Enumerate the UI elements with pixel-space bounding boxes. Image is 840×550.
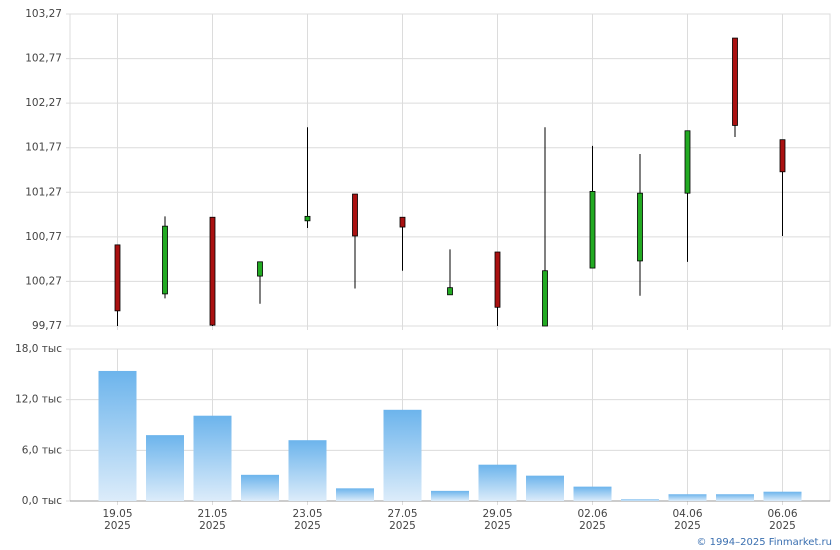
x-tick-sublabel: 2025 (389, 520, 416, 532)
y-tick-label: 102,77 (25, 53, 62, 65)
candle-body (162, 225, 168, 295)
x-tick-sublabel: 2025 (674, 520, 701, 532)
bar (573, 486, 612, 501)
y-tick-label: 6,0 тыс (22, 444, 62, 456)
candle-body (542, 270, 548, 327)
bar (621, 499, 659, 501)
candle-body (494, 251, 501, 308)
bar (431, 490, 469, 501)
x-tick-label: 19.05 (102, 508, 132, 520)
x-tick-sublabel: 2025 (579, 520, 606, 532)
y-tick-label: 102,27 (25, 97, 62, 109)
candle-body (637, 192, 643, 262)
x-tick-label: 21.05 (197, 508, 227, 520)
x-tick-sublabel: 2025 (769, 520, 796, 532)
y-tick-label: 0,0 тыс (22, 495, 62, 507)
candle-body (257, 261, 263, 277)
source: © 1994–2025 Finmarket.ru (696, 537, 832, 548)
candle-body (779, 139, 786, 173)
bar (478, 464, 517, 501)
x-tick-label: 06.06 (767, 508, 797, 520)
y-tick-label: 100,27 (25, 275, 62, 287)
candle-body (732, 37, 738, 126)
x-tick-label: 23.05 (292, 508, 322, 520)
candle-body (352, 193, 358, 237)
bar (716, 494, 754, 501)
x-tick-label: 02.06 (577, 508, 607, 520)
candle-body (399, 216, 406, 228)
y-tick-label: 103,27 (25, 8, 62, 20)
bar (383, 409, 422, 501)
bar (763, 491, 802, 501)
candle-body (114, 244, 121, 312)
x-tick-sublabel: 2025 (294, 520, 321, 532)
candle-body (304, 215, 311, 222)
bar (526, 475, 564, 501)
y-tick-label: 18,0 тыс (15, 343, 62, 355)
candle-body (209, 216, 216, 326)
candle-body (589, 190, 596, 269)
x-tick-label: 04.06 (672, 508, 702, 520)
y-tick-label: 100,77 (25, 231, 62, 243)
bar (98, 370, 137, 501)
candle-body (684, 130, 691, 194)
y-tick-label: 101,77 (25, 142, 62, 154)
bar (193, 415, 232, 501)
bar (146, 435, 184, 501)
x-tick-label: 29.05 (482, 508, 512, 520)
x-tick-sublabel: 2025 (199, 520, 226, 532)
y-tick-label: 101,27 (25, 186, 62, 198)
bar (241, 474, 279, 501)
bar (288, 440, 327, 501)
candle-body (447, 287, 453, 296)
x-tick-label: 27.05 (387, 508, 417, 520)
x-tick-sublabel: 2025 (104, 520, 131, 532)
bar (668, 494, 707, 501)
y-tick-label: 99,77 (32, 320, 62, 332)
y-tick-label: 12,0 тыс (15, 394, 62, 406)
bar (336, 488, 374, 501)
x-tick-sublabel: 2025 (484, 520, 511, 532)
